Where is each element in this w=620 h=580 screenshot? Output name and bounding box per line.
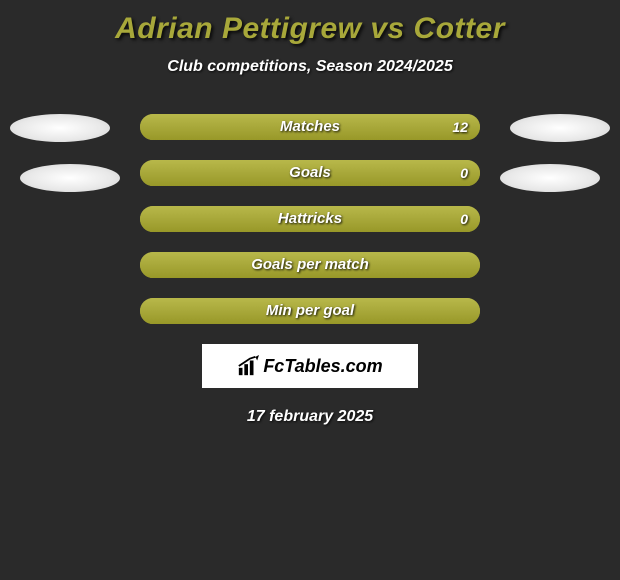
bar-row: Goals 0 [140,160,480,186]
bar-value: 0 [460,206,468,232]
decor-ellipse-left-1 [10,114,110,142]
bar-label: Hattricks [140,206,480,232]
bar-label: Min per goal [140,298,480,324]
bar-row: Goals per match [140,252,480,278]
bar-row: Hattricks 0 [140,206,480,232]
bar-label: Matches [140,114,480,140]
decor-ellipse-right-2 [500,164,600,192]
chart-area: Matches 12 Goals 0 Hattricks 0 Goals per… [0,114,620,324]
subtitle: Club competitions, Season 2024/2025 [0,58,620,76]
bars-container: Matches 12 Goals 0 Hattricks 0 Goals per… [140,114,480,324]
bar-row: Matches 12 [140,114,480,140]
logo-text: FcTables.com [263,356,382,377]
decor-ellipse-left-2 [20,164,120,192]
date-text: 17 february 2025 [0,408,620,426]
bar-value: 0 [460,160,468,186]
logo: FcTables.com [237,355,382,377]
chart-icon [237,355,259,377]
bar-row: Min per goal [140,298,480,324]
logo-box: FcTables.com [202,344,418,388]
bar-value: 12 [452,114,468,140]
bar-label: Goals [140,160,480,186]
bar-label: Goals per match [140,252,480,278]
page-title: Adrian Pettigrew vs Cotter [0,0,620,46]
decor-ellipse-right-1 [510,114,610,142]
